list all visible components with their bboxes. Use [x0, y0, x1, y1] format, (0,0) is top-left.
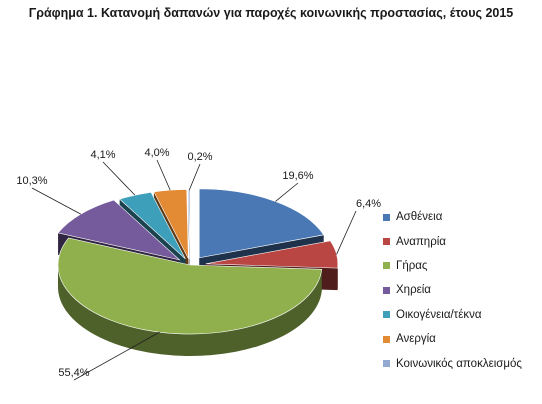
legend: Ασθένεια Αναπηρία Γήρας Χηρεία Οικογένεια/τέ…: [383, 205, 522, 376]
legend-item: Αναπηρία: [383, 229, 522, 253]
leader-line: [73, 331, 160, 381]
legend-swatch: [383, 311, 390, 319]
leader-line: [102, 161, 136, 196]
legend-item: Γήρας: [383, 254, 522, 278]
legend-swatch: [383, 213, 390, 221]
leader-line: [336, 210, 357, 255]
pie-slice: [205, 240, 339, 269]
legend-label: Κοινωνικός αποκλεισμός: [396, 357, 522, 370]
leader-line: [156, 159, 171, 191]
legend-label: Γήρας: [396, 259, 428, 272]
legend-label: Ασθένεια: [396, 211, 443, 224]
pie-slice: [187, 190, 191, 260]
data-label: 0,2%: [187, 151, 212, 163]
legend-label: Ανεργία: [396, 333, 436, 346]
leader-lines: [31, 159, 357, 381]
data-label: 55,4%: [58, 367, 89, 379]
legend-item: Οικογένεια/τέκνα: [383, 303, 522, 327]
data-label: 4,0%: [144, 147, 169, 159]
legend-label: Αναπηρία: [396, 235, 446, 248]
pie-slice: [57, 237, 323, 335]
data-label: 4,1%: [90, 149, 115, 161]
legend-swatch: [383, 286, 390, 294]
legend-item: Ανεργία: [383, 327, 522, 351]
legend-label: Οικογένεια/τέκνα: [396, 308, 482, 321]
legend-swatch: [383, 238, 390, 246]
legend-label: Χηρεία: [396, 284, 431, 297]
pie-slice: [119, 191, 186, 260]
data-labels: 19,6% 6,4% 55,4% 10,3% 4,1% 4,0% 0,2%: [16, 147, 381, 379]
data-label: 6,4%: [356, 198, 381, 210]
pie-top-layer: [57, 188, 339, 335]
slice-rim: [58, 265, 322, 357]
data-label: 19,6%: [282, 170, 313, 182]
pie-slice: [57, 199, 181, 261]
chart-title: Γράφημα 1. Κατανομή δαπανών για παροχές …: [28, 6, 514, 20]
legend-item: Ασθένεια: [383, 205, 522, 229]
leader-line: [31, 187, 81, 215]
leader-line: [275, 182, 299, 202]
leader-line: [188, 163, 201, 191]
legend-item: Κοινωνικός αποκλεισμός: [383, 351, 522, 375]
legend-swatch: [383, 360, 390, 368]
legend-swatch: [383, 262, 390, 270]
pie-slice: [198, 188, 325, 259]
legend-item: Χηρεία: [383, 278, 522, 302]
legend-swatch: [383, 335, 390, 343]
data-label: 10,3%: [16, 175, 47, 187]
